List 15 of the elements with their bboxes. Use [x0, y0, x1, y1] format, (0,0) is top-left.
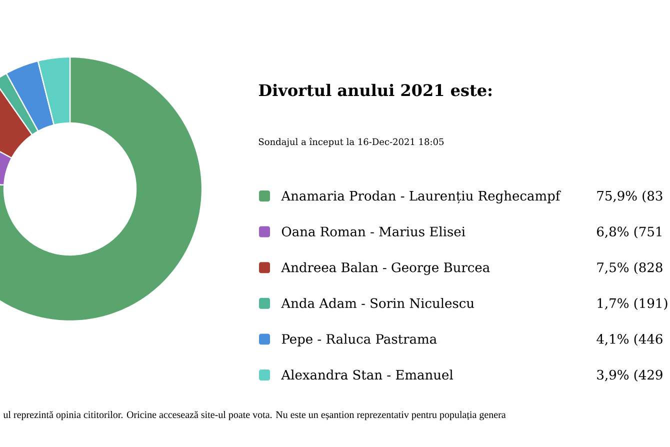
legend-label: Anda Adam - Sorin Niculescu	[281, 298, 474, 308]
legend-label: Oana Roman - Marius Elisei	[282, 226, 466, 236]
data-label: 6,8% (751	[597, 226, 662, 238]
data-label: 1,7% (191)	[598, 298, 668, 310]
legend-label: Andreea Balan - George Burcea	[281, 262, 490, 275]
text: ul reprezintă opinia cititorilor. Oricine accesează site-ul poate vota. Nu este un eșantion reprezentativ pentru populația genera	[3, 411, 506, 420]
legend-label: Anamaria Prodan - Laurențiu Reghecampf	[281, 190, 561, 204]
text: Divortul anului 2021 este:	[258, 84, 492, 96]
text: Sondajul a început la 16-Dec-2021 18:05	[258, 138, 444, 147]
legend-label: Pepe - Raluca Pastrama	[282, 334, 437, 346]
data-label: 3,9% (429	[597, 370, 662, 382]
data-label: 4,1% (446	[596, 334, 662, 346]
legend-label: Alexandra Stan - Emanuel	[281, 370, 453, 380]
data-label: 75,9% (83	[597, 190, 662, 203]
data-label: 7,5% (828	[597, 262, 662, 274]
